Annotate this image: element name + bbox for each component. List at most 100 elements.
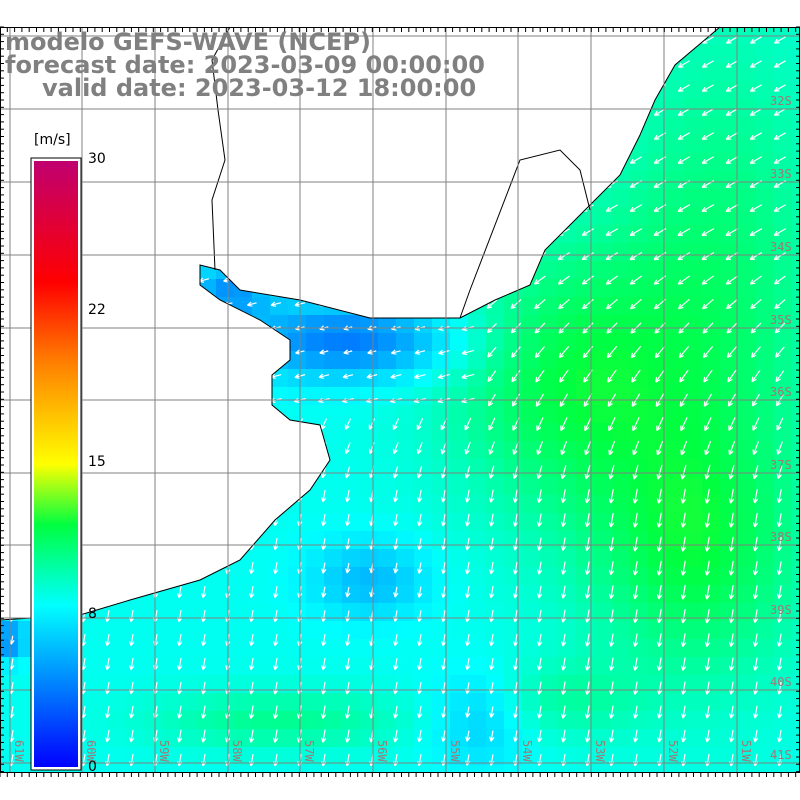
speed-cell	[666, 747, 685, 766]
wind-arrow	[632, 609, 639, 624]
wind-arrow	[129, 538, 135, 551]
speed-cell	[270, 405, 289, 424]
speed-cell	[756, 729, 775, 748]
speed-cell	[738, 729, 757, 748]
wind-arrow	[177, 562, 183, 575]
speed-cell	[342, 441, 361, 460]
speed-cell	[612, 477, 631, 496]
wind-arrow	[726, 346, 737, 359]
wind-arrow	[701, 227, 715, 237]
wind-arrow	[341, 157, 354, 164]
wind-arrow	[413, 157, 426, 164]
speed-cell	[522, 729, 541, 748]
speed-cell	[126, 279, 145, 298]
speed-cell	[540, 657, 559, 676]
wind-arrow	[725, 84, 738, 92]
wind-arrow	[488, 489, 495, 503]
speed-cell	[342, 117, 361, 136]
speed-cell	[450, 693, 469, 712]
speed-cell	[252, 477, 271, 496]
speed-cell	[630, 261, 649, 280]
wind-arrow	[680, 417, 688, 432]
speed-cell	[684, 585, 703, 604]
speed-cell	[306, 603, 325, 622]
speed-cell	[378, 333, 397, 352]
speed-cell	[630, 639, 649, 658]
speed-cell	[540, 45, 559, 64]
speed-cell	[108, 639, 127, 658]
wind-arrow	[560, 465, 567, 480]
speed-cell	[774, 63, 793, 82]
speed-cell	[234, 639, 253, 658]
speed-cell	[108, 459, 127, 478]
speed-cell	[252, 603, 271, 622]
speed-cell	[0, 675, 19, 694]
speed-cell	[342, 675, 361, 694]
speed-cell	[342, 531, 361, 550]
speed-cell	[558, 531, 577, 550]
wind-arrow	[393, 562, 399, 574]
wind-arrow	[752, 609, 759, 624]
speed-cell	[468, 567, 487, 586]
speed-cell	[306, 765, 325, 772]
latitude-label: 40S	[770, 675, 792, 689]
speed-cell	[90, 495, 109, 514]
wind-arrow	[749, 156, 763, 164]
colorbar	[34, 161, 78, 767]
wind-arrow	[341, 229, 354, 236]
speed-cell	[180, 693, 199, 712]
speed-cell	[342, 387, 361, 406]
wind-arrow	[440, 441, 447, 455]
wind-arrow	[345, 658, 351, 671]
speed-cell	[468, 531, 487, 550]
speed-cell	[288, 207, 307, 226]
speed-cell	[540, 171, 559, 190]
speed-cell	[630, 135, 649, 154]
speed-cell	[108, 693, 127, 712]
speed-cell	[198, 477, 217, 496]
speed-cell	[144, 495, 163, 514]
speed-cell	[702, 189, 721, 208]
speed-cell	[558, 693, 577, 712]
speed-cell	[702, 333, 721, 352]
speed-cell	[414, 243, 433, 262]
wind-arrow	[465, 706, 471, 718]
speed-cell	[252, 225, 271, 244]
speed-cell	[612, 423, 631, 442]
speed-cell	[756, 423, 775, 442]
wind-arrow	[437, 133, 450, 140]
speed-cell	[306, 729, 325, 748]
speed-cell	[216, 117, 235, 136]
wind-arrow	[440, 465, 447, 479]
speed-cell	[252, 117, 271, 136]
wind-arrow	[441, 562, 447, 575]
wind-arrow	[272, 466, 279, 479]
speed-cell	[738, 567, 757, 586]
speed-cell	[450, 135, 469, 154]
speed-cell	[486, 387, 505, 406]
speed-cell	[792, 585, 800, 604]
speed-cell	[198, 711, 217, 730]
wind-arrow	[345, 514, 351, 527]
speed-cell	[612, 513, 631, 532]
speed-cell	[342, 621, 361, 640]
speed-cell	[90, 171, 109, 190]
speed-cell	[270, 333, 289, 352]
speed-cell	[486, 45, 505, 64]
speed-cell	[90, 765, 109, 772]
speed-cell	[486, 747, 505, 766]
speed-cell	[324, 765, 343, 772]
speed-cell	[342, 207, 361, 226]
speed-cell	[540, 639, 559, 658]
speed-cell	[270, 369, 289, 388]
speed-cell	[288, 117, 307, 136]
speed-cell	[594, 693, 613, 712]
speed-cell	[414, 729, 433, 748]
wind-arrow	[629, 298, 642, 310]
speed-cell	[630, 333, 649, 352]
wind-arrow	[245, 181, 258, 188]
wind-arrow	[366, 301, 378, 307]
speed-cell	[288, 765, 307, 772]
speed-cell	[90, 117, 109, 136]
speed-cell	[198, 117, 217, 136]
